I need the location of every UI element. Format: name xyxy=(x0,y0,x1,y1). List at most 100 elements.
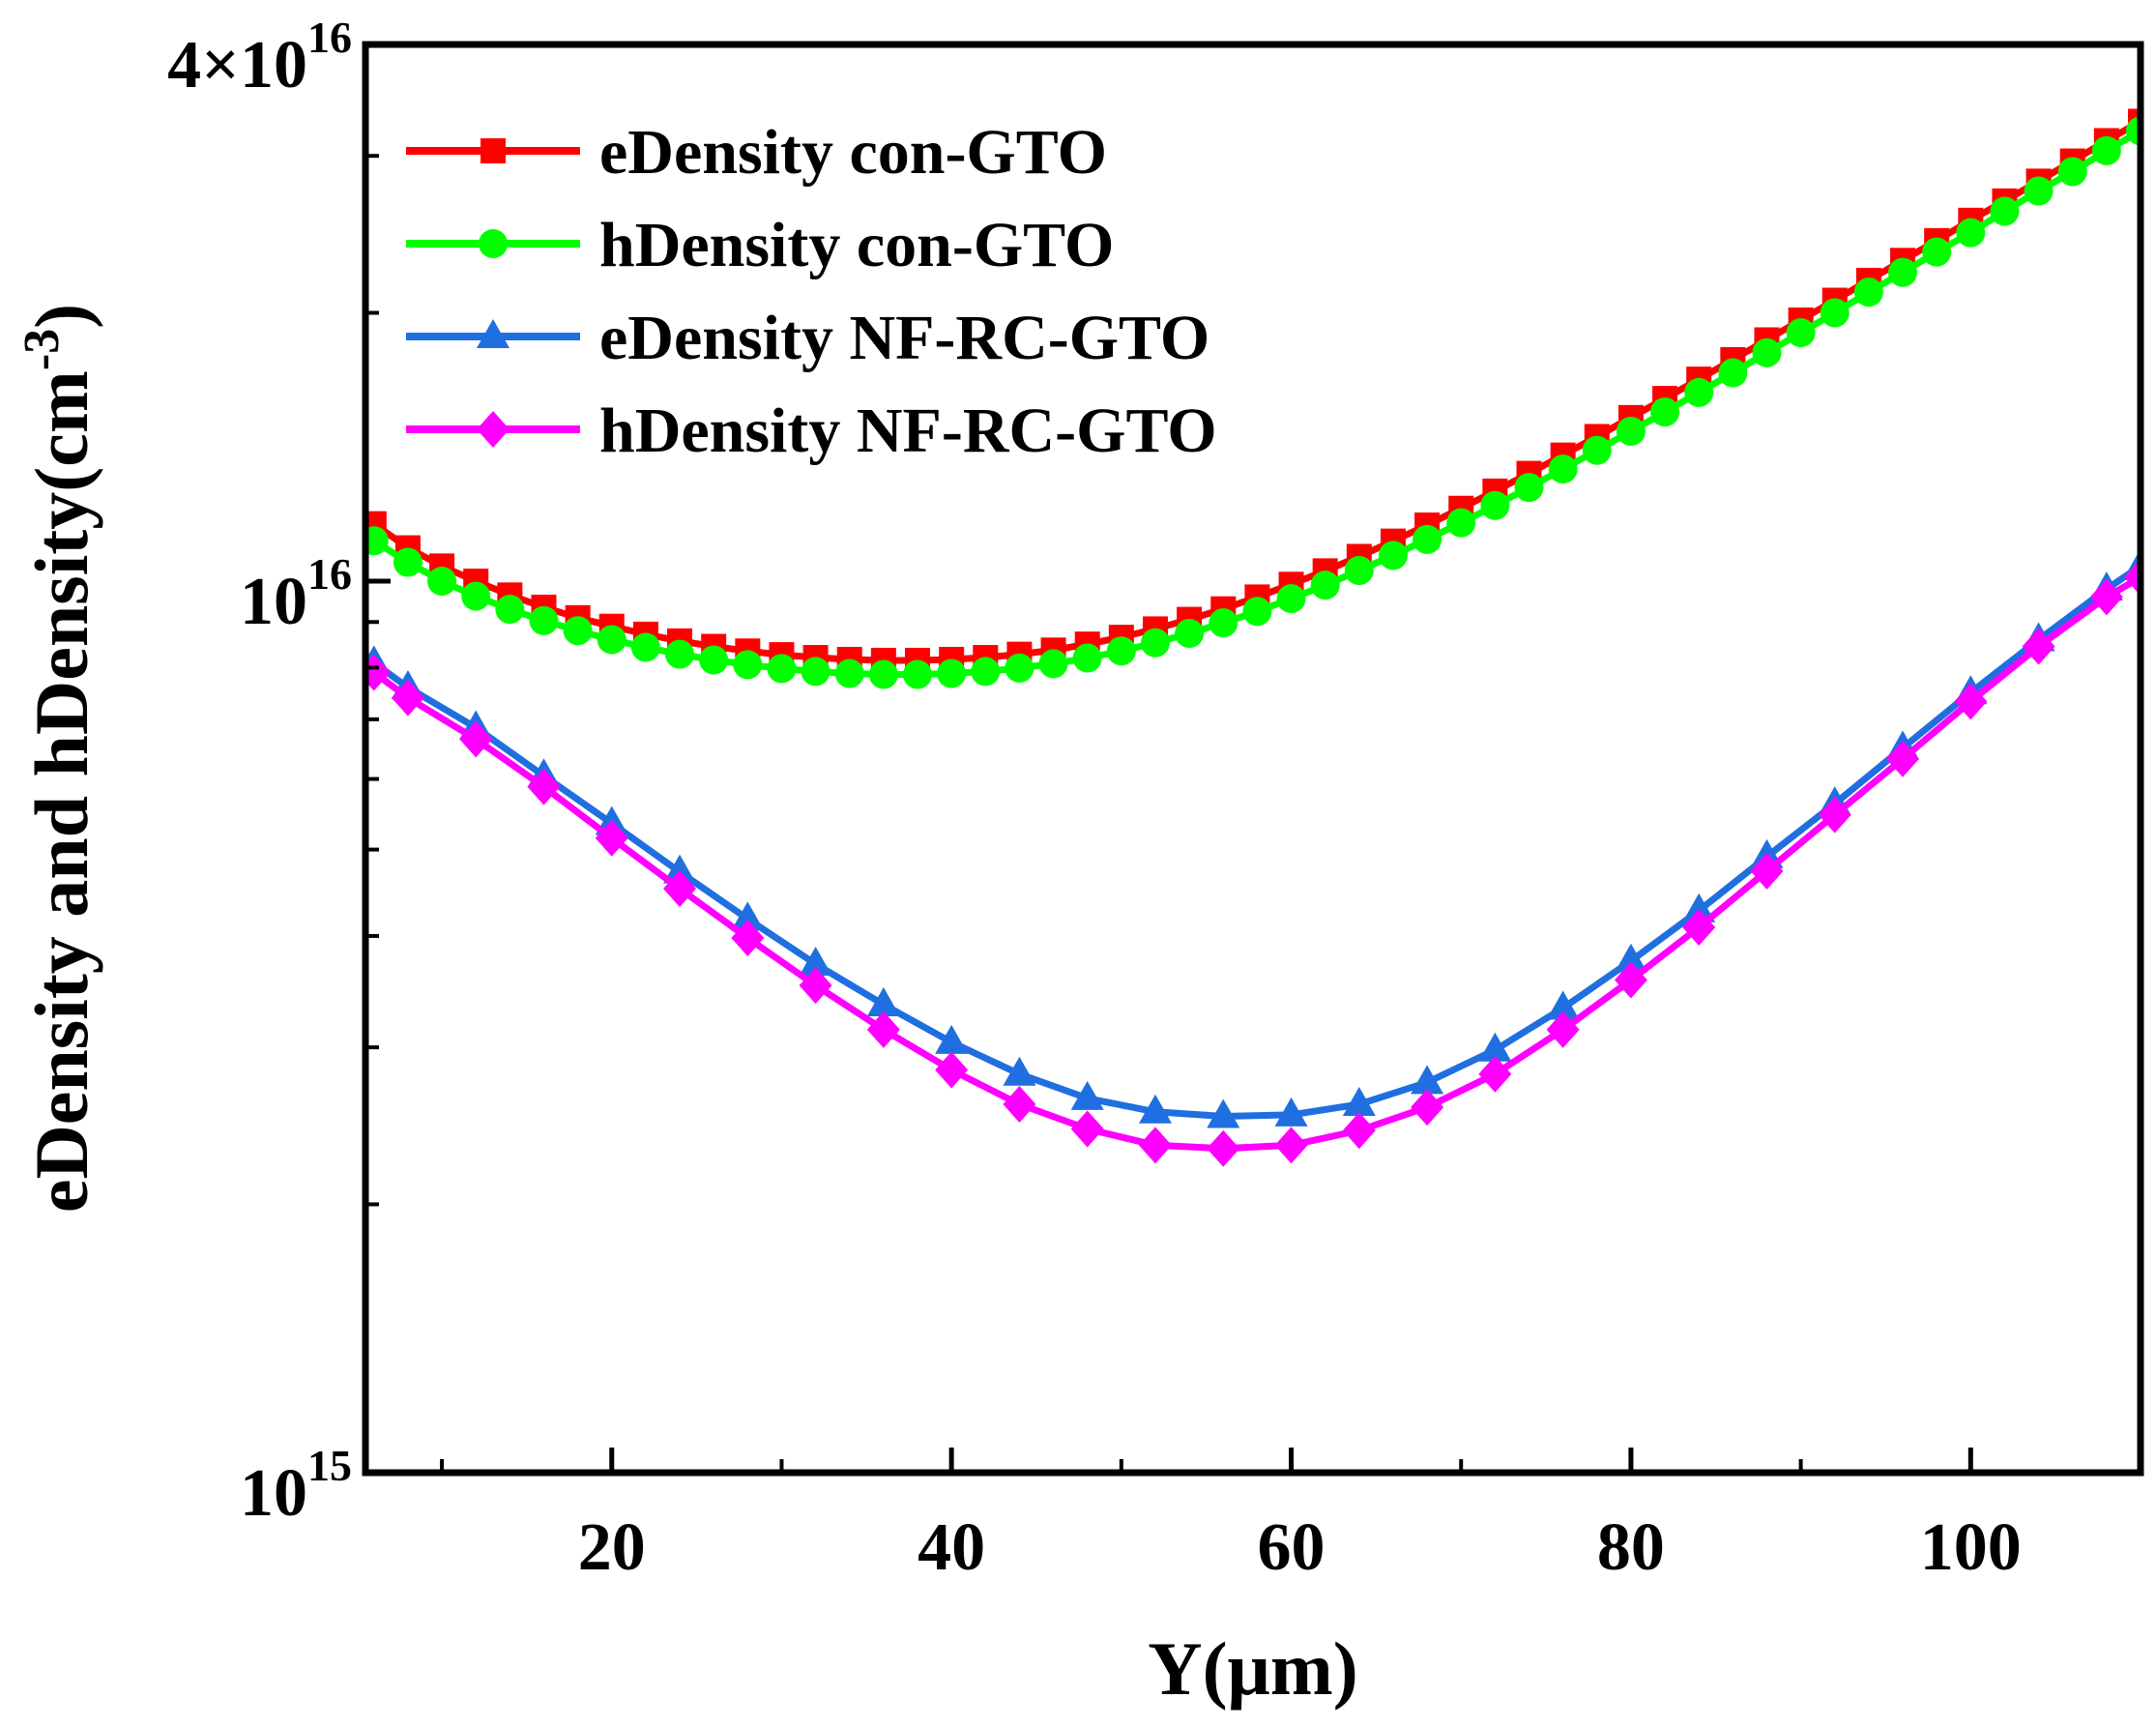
data-point-hdensity-nf-rc-gto xyxy=(1886,740,1920,777)
data-point-hdensity-nf-rc-gto xyxy=(595,819,628,857)
x-tick-label: 100 xyxy=(1920,1510,2022,1585)
data-point-hdensity-con-gto xyxy=(1140,628,1170,658)
data-point-hdensity-con-gto xyxy=(665,639,695,669)
data-point-hdensity-nf-rc-gto xyxy=(1682,909,1716,947)
data-point-hdensity-con-gto xyxy=(1175,618,1205,648)
data-point-hdensity-nf-rc-gto xyxy=(1274,1127,1308,1164)
legend-marker xyxy=(479,229,508,258)
data-point-hdensity-con-gto xyxy=(733,650,763,680)
x-tick-label: 60 xyxy=(1258,1510,1326,1585)
data-point-hdensity-con-gto xyxy=(630,632,660,662)
legend-marker xyxy=(477,411,510,448)
data-point-hdensity-con-gto xyxy=(1990,196,2020,226)
data-point-hdensity-con-gto xyxy=(1956,218,1986,248)
data-point-hdensity-con-gto xyxy=(461,581,491,611)
data-point-hdensity-con-gto xyxy=(1888,257,1918,287)
data-point-hdensity-con-gto xyxy=(1684,377,1714,407)
data-point-edensity-nf-rc-gto xyxy=(663,854,697,884)
data-point-hdensity-nf-rc-gto xyxy=(935,1051,969,1089)
data-point-hdensity-con-gto xyxy=(1650,397,1680,427)
data-point-edensity-nf-rc-gto xyxy=(1274,1097,1308,1127)
data-point-hdensity-con-gto xyxy=(563,616,593,646)
data-point-hdensity-nf-rc-gto xyxy=(799,967,832,1005)
data-point-hdensity-nf-rc-gto xyxy=(1003,1085,1036,1123)
data-point-hdensity-con-gto xyxy=(1514,473,1544,503)
data-point-hdensity-con-gto xyxy=(1582,435,1612,465)
data-point-hdensity-con-gto xyxy=(365,526,389,556)
data-point-edensity-nf-rc-gto xyxy=(1614,943,1647,973)
legend-label: hDensity NF-RC-GTO xyxy=(599,395,1217,466)
data-point-hdensity-nf-rc-gto xyxy=(527,768,561,805)
data-point-hdensity-con-gto xyxy=(1072,643,1102,673)
y-axis-title-close: ) xyxy=(19,304,103,329)
x-tick-label: 80 xyxy=(1597,1510,1665,1585)
y-axis-title-main: eDensity and hDensity(cm xyxy=(19,370,103,1213)
data-point-hdensity-con-gto xyxy=(1106,636,1136,666)
data-point-hdensity-con-gto xyxy=(1718,358,1748,388)
data-point-edensity-nf-rc-gto xyxy=(1138,1094,1172,1124)
legend-marker xyxy=(481,138,506,163)
data-point-hdensity-nf-rc-gto xyxy=(1478,1055,1512,1093)
legend-item-hdensity-con-gto: hDensity con-GTO xyxy=(406,210,1114,280)
data-point-hdensity-nf-rc-gto xyxy=(1954,683,1988,720)
data-point-hdensity-nf-rc-gto xyxy=(1342,1112,1376,1150)
data-point-hdensity-con-gto xyxy=(1616,416,1646,446)
data-point-hdensity-con-gto xyxy=(1922,237,1952,267)
data-point-hdensity-con-gto xyxy=(1548,454,1578,484)
data-point-hdensity-con-gto xyxy=(1242,597,1272,627)
data-point-edensity-nf-rc-gto xyxy=(1682,893,1716,922)
series-line-edensity-nf-rc-gto xyxy=(371,563,2141,1120)
data-point-edensity-nf-rc-gto xyxy=(866,986,900,1016)
data-point-hdensity-con-gto xyxy=(1820,298,1850,328)
y-tick-label: 1015 xyxy=(240,1441,352,1531)
data-point-hdensity-nf-rc-gto xyxy=(2022,628,2055,665)
data-point-hdensity-con-gto xyxy=(1276,584,1306,614)
legend-label: eDensity NF-RC-GTO xyxy=(599,303,1209,373)
y-tick-label-exponent: 16 xyxy=(307,549,352,599)
data-point-hdensity-con-gto xyxy=(393,547,422,577)
series-hdensity-con-gto xyxy=(365,116,2141,689)
data-point-hdensity-con-gto xyxy=(2057,157,2087,187)
data-point-hdensity-nf-rc-gto xyxy=(1070,1110,1104,1148)
data-point-edensity-nf-rc-gto xyxy=(1003,1056,1036,1086)
y-tick-label-base: 4×10 xyxy=(167,28,307,102)
y-tick-label: 4×1016 xyxy=(167,13,352,102)
data-point-hdensity-con-gto xyxy=(767,654,797,684)
data-point-hdensity-con-gto xyxy=(1786,318,1816,348)
data-point-hdensity-con-gto xyxy=(529,605,559,635)
data-point-hdensity-con-gto xyxy=(2091,135,2121,165)
data-point-hdensity-nf-rc-gto xyxy=(459,720,493,758)
data-point-hdensity-con-gto xyxy=(699,645,729,675)
data-point-hdensity-con-gto xyxy=(1413,524,1442,554)
series-hdensity-nf-rc-gto xyxy=(365,559,2141,1167)
data-point-hdensity-con-gto xyxy=(1480,490,1510,520)
data-point-edensity-nf-rc-gto xyxy=(1411,1065,1444,1095)
data-point-hdensity-con-gto xyxy=(903,659,933,689)
series-layer xyxy=(365,108,2141,1167)
data-point-edensity-nf-rc-gto xyxy=(799,946,832,976)
data-point-hdensity-con-gto xyxy=(971,657,1001,687)
legend: eDensity con-GTO hDensity con-GTO eDensity… xyxy=(406,117,1217,466)
data-point-hdensity-nf-rc-gto xyxy=(663,870,697,908)
y-axis-title: eDensity and hDensity(cm-3) xyxy=(15,304,103,1213)
legend-item-edensity-nf-rc-gto: eDensity NF-RC-GTO xyxy=(406,303,1209,373)
data-point-hdensity-nf-rc-gto xyxy=(1411,1089,1444,1127)
data-point-hdensity-nf-rc-gto xyxy=(1614,961,1647,999)
y-tick-label: 1016 xyxy=(240,549,352,639)
legend-item-hdensity-nf-rc-gto: hDensity NF-RC-GTO xyxy=(406,395,1217,466)
y-axis-title-exponent: -3 xyxy=(15,329,70,370)
data-point-hdensity-con-gto xyxy=(868,659,898,689)
tick-layer xyxy=(365,42,2142,1476)
data-point-hdensity-nf-rc-gto xyxy=(365,654,391,691)
legend-marker xyxy=(477,319,510,348)
data-point-hdensity-con-gto xyxy=(834,659,864,688)
data-point-hdensity-con-gto xyxy=(1853,278,1883,307)
data-point-hdensity-con-gto xyxy=(801,657,830,687)
y-tick-label-exponent: 16 xyxy=(307,13,352,62)
legend-label: eDensity con-GTO xyxy=(599,117,1107,188)
data-point-edensity-nf-rc-gto xyxy=(1207,1098,1240,1128)
legend-label: hDensity con-GTO xyxy=(599,210,1114,280)
data-point-hdensity-nf-rc-gto xyxy=(1818,796,1851,834)
